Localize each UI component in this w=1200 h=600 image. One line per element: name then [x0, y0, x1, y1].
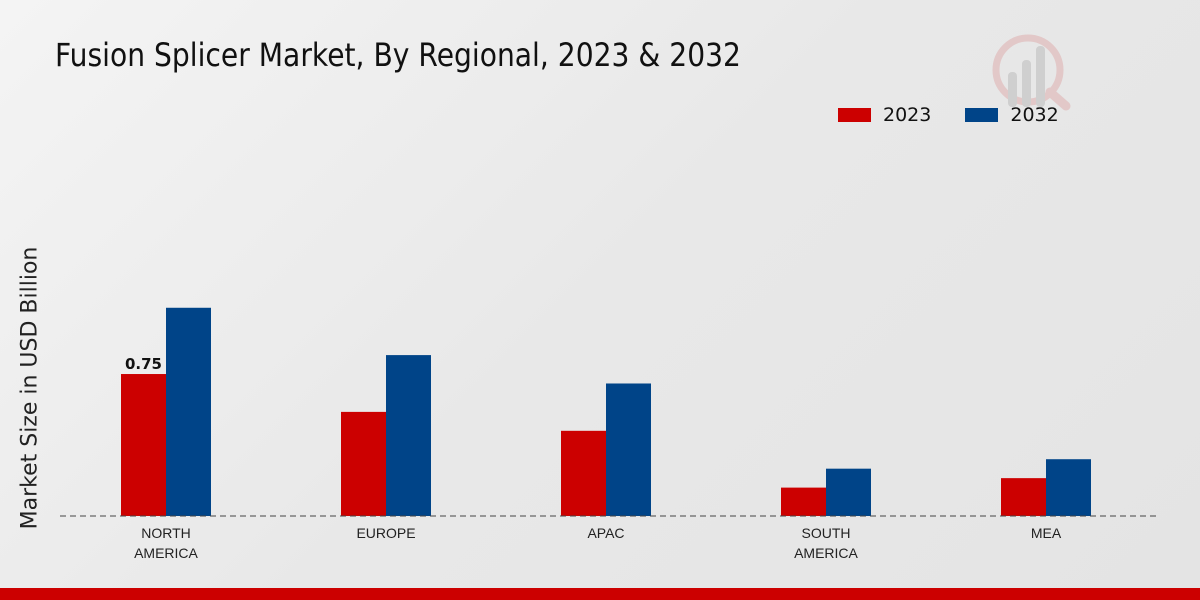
bar-2023-4: [1001, 478, 1046, 516]
bar-2032-3: [826, 468, 871, 516]
bar-2032-1: [386, 355, 431, 516]
x-tick-label: APAC: [587, 525, 624, 541]
bar-2032-4: [1046, 459, 1091, 516]
bar-2023-3: [781, 487, 826, 516]
x-tick-label: SOUTH: [802, 525, 851, 541]
legend-label-2032: 2032: [1010, 104, 1059, 126]
bar-2023-2: [561, 430, 606, 516]
chart-title: Fusion Splicer Market, By Regional, 2023…: [55, 36, 741, 74]
x-tick-label: AMERICA: [794, 545, 858, 561]
x-tick-label: NORTH: [141, 525, 191, 541]
watermark-logo-icon: [992, 34, 1071, 111]
legend-label-2023: 2023: [883, 104, 932, 126]
bar-2023-0: [121, 374, 166, 516]
x-tick-label: AMERICA: [134, 545, 198, 561]
bar-2023-1: [341, 411, 386, 516]
data-label: 0.75: [125, 355, 162, 373]
x-tick-label: MEA: [1031, 525, 1062, 541]
x-tick-label: EUROPE: [356, 525, 415, 541]
bar-2032-0: [166, 307, 211, 516]
legend: 2023 2032: [838, 104, 1059, 126]
footer-bar: [0, 588, 1200, 600]
legend-swatch-2032: [965, 108, 999, 122]
legend-swatch-2023: [838, 108, 871, 122]
bar-2032-2: [606, 383, 651, 516]
